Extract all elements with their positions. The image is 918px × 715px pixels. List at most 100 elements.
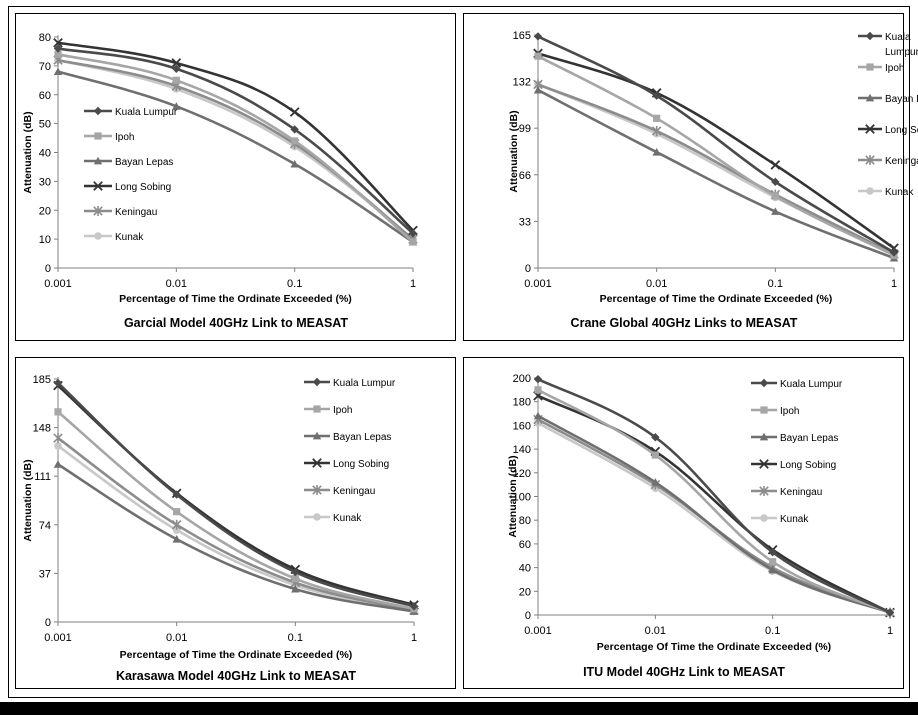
x-tick-label: 1	[891, 278, 897, 290]
data-point-long-sobing	[289, 107, 300, 117]
y-tick-label: 99	[519, 123, 531, 135]
chart-title: Crane Global 40GHz Links to MEASAT	[571, 316, 798, 330]
data-point-ipoh	[291, 575, 299, 583]
data-point-ipoh	[534, 52, 542, 60]
legend-label: Bayan Lepas	[885, 94, 918, 105]
legend-entry-long-sobing: Long Sobing	[751, 459, 836, 471]
series-line-keningau	[537, 418, 891, 614]
data-point-kuala-lumpur	[290, 125, 299, 134]
legend-label: Kunak	[333, 513, 362, 524]
legend-label: Long Sobing	[885, 125, 918, 136]
data-point-keningau	[53, 433, 63, 444]
legend-entry-kunak: Kunak	[751, 514, 809, 525]
legend-marker	[759, 459, 769, 469]
y-tick-label: 148	[33, 423, 51, 435]
x-tick-label: 0.001	[524, 625, 552, 637]
y-tick-label: 140	[513, 444, 531, 456]
y-tick-label: 80	[39, 32, 51, 44]
legend-entry-ipoh: Ipoh	[304, 405, 352, 416]
data-point-bayan-lepas	[651, 478, 660, 486]
data-point-kunak	[172, 526, 181, 534]
legend-label: Kunak	[115, 232, 144, 243]
series-line-keningau	[57, 437, 415, 612]
y-axis-label: Attenuation (dB)	[22, 111, 34, 193]
y-tick-label: 37	[39, 568, 51, 580]
x-tick-label: 1	[411, 632, 417, 644]
data-point-ipoh	[54, 50, 62, 58]
data-point-bayan-lepas	[53, 460, 63, 468]
legend-marker	[866, 187, 874, 195]
series-line-ipoh	[537, 388, 891, 614]
x-axis-label: Percentage of Time the Ordinate Exceeded…	[600, 293, 833, 305]
legend-marker	[866, 63, 874, 71]
data-point-keningau	[651, 126, 662, 137]
data-point-ipoh	[409, 238, 417, 246]
x-tick-label: 0.001	[524, 278, 552, 290]
data-point-ipoh	[173, 508, 181, 516]
legend-marker	[312, 431, 322, 440]
legend-marker	[759, 378, 769, 388]
legend-label: Kuala	[885, 32, 911, 43]
legend-label: Kuala Lumpur	[333, 378, 396, 389]
x-tick-label: 0.01	[166, 278, 187, 290]
y-tick-label: 20	[39, 205, 51, 217]
legend-entry-kuala-lumpur: Kuala Lumpur	[751, 378, 843, 390]
series-bayan-lepas	[533, 85, 899, 262]
legend-entry-ipoh: Ipoh	[858, 63, 904, 74]
legend-entry-kunak: Kunak	[304, 513, 362, 524]
data-point-long-sobing	[770, 160, 781, 170]
series-ipoh	[54, 50, 417, 246]
legend-entry-kuala-lumpur: Kuala Lumpur	[858, 31, 918, 58]
legend-entry-bayan-lepas: Bayan Lepas	[304, 431, 391, 443]
series-line-kuala-lumpur	[57, 47, 414, 235]
x-axis-label: Percentage of Time the Ordinate Exceeded…	[119, 293, 352, 305]
legend-entry-bayan-lepas: Bayan Lepas	[84, 156, 173, 168]
legend-entry-ipoh: Ipoh	[751, 406, 799, 417]
y-tick-label: 20	[519, 586, 531, 598]
legend-entry-ipoh: Ipoh	[84, 132, 134, 143]
x-tick-label: 0.1	[287, 278, 302, 290]
legend-label-cont: Lumpur	[885, 47, 918, 58]
y-tick-label: 0	[525, 610, 531, 622]
legend-entry-keningau: Keningau	[751, 486, 822, 498]
legend-label: Keningau	[885, 156, 918, 167]
legend-marker	[865, 31, 875, 41]
x-tick-label: 0.001	[44, 632, 72, 644]
legend-entry-bayan-lepas: Bayan Lepas	[858, 93, 918, 105]
legend-label: Ipoh	[885, 63, 904, 74]
chart-panel-crane: 0 33 66 99 132 165 0.001 0.01 0.1 1 Attenuation (d…	[463, 13, 918, 341]
x-tick-label: 1	[887, 625, 893, 637]
data-point-kuala-lumpur	[885, 608, 895, 617]
y-tick-label: 66	[519, 170, 531, 182]
y-tick-label: 50	[39, 119, 51, 131]
legend-label: Keningau	[333, 486, 375, 497]
legend-marker	[759, 486, 769, 496]
y-tick-label: 70	[39, 61, 51, 73]
legend-marker	[865, 93, 875, 102]
data-point-bayan-lepas	[771, 207, 780, 215]
y-tick-label: 111	[34, 471, 51, 483]
legend-marker	[313, 513, 321, 521]
data-point-ipoh	[651, 451, 659, 459]
x-tick-label: 0.1	[768, 278, 783, 290]
chart-garcia: 0 10 20 30 40 50 60 70 80 0.001 0.01 0.1 1 Attenuatio…	[22, 32, 418, 330]
data-point-ipoh	[291, 137, 299, 145]
series-line-ipoh	[57, 410, 415, 611]
legend-entry-kunak: Kunak	[858, 187, 914, 198]
legend-label: Kunak	[780, 514, 809, 525]
legend-marker	[760, 406, 768, 414]
y-tick-label: 30	[39, 176, 51, 188]
figure-frame	[8, 6, 910, 698]
legend-label: Keningau	[780, 487, 822, 498]
chart-panel-karasawa: 0 37 74 111 148 185 0.001 0.01 0.1 1 Attenuation (…	[15, 357, 456, 689]
legend-entry-long-sobing: Long Sobing	[84, 181, 171, 193]
legend-marker	[93, 181, 103, 191]
y-tick-label: 100	[513, 492, 531, 504]
x-tick-label: 0.1	[288, 632, 303, 644]
series-line-kunak	[57, 444, 415, 612]
legend-entry-kuala-lumpur: Kuala Lumpur	[84, 106, 178, 118]
data-point-keningau	[171, 519, 182, 530]
x-axis-label: Percentage Of Time the Ordinate Exceeded…	[597, 641, 831, 653]
series-line-bayan-lepas	[537, 414, 891, 614]
